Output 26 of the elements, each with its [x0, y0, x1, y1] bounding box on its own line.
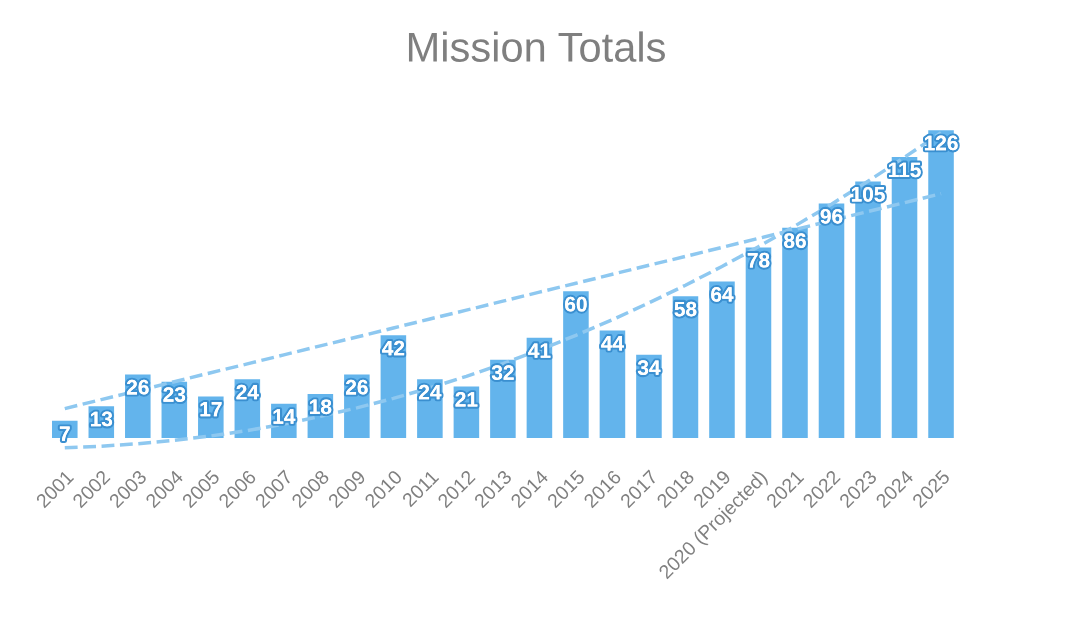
data-label: 64 — [711, 287, 734, 302]
data-label: 96 — [820, 208, 843, 224]
data-label: 58 — [674, 301, 697, 317]
data-label: 24 — [419, 384, 442, 400]
bar — [818, 203, 845, 438]
data-label: 78 — [747, 252, 770, 268]
data-label: 32 — [491, 365, 514, 380]
data-label: 86 — [784, 233, 806, 249]
data-label: 60 — [565, 296, 587, 312]
bar — [745, 247, 772, 438]
data-label: 34 — [637, 360, 661, 376]
bar — [709, 281, 735, 438]
data-label: 13 — [91, 411, 113, 427]
data-label: 41 — [528, 343, 551, 358]
data-label: 42 — [382, 340, 405, 356]
data-label: 26 — [346, 379, 368, 395]
data-label: 14 — [273, 409, 296, 424]
data-label: 24 — [236, 384, 259, 400]
data-label: 44 — [601, 336, 624, 351]
data-label: 18 — [310, 399, 332, 415]
data-label: 17 — [200, 402, 222, 417]
data-label: 21 — [455, 392, 478, 407]
data-label: 23 — [163, 387, 186, 402]
chart-title: Mission Totals — [408, 31, 665, 62]
bar — [782, 227, 808, 438]
data-label: 26 — [126, 379, 149, 395]
